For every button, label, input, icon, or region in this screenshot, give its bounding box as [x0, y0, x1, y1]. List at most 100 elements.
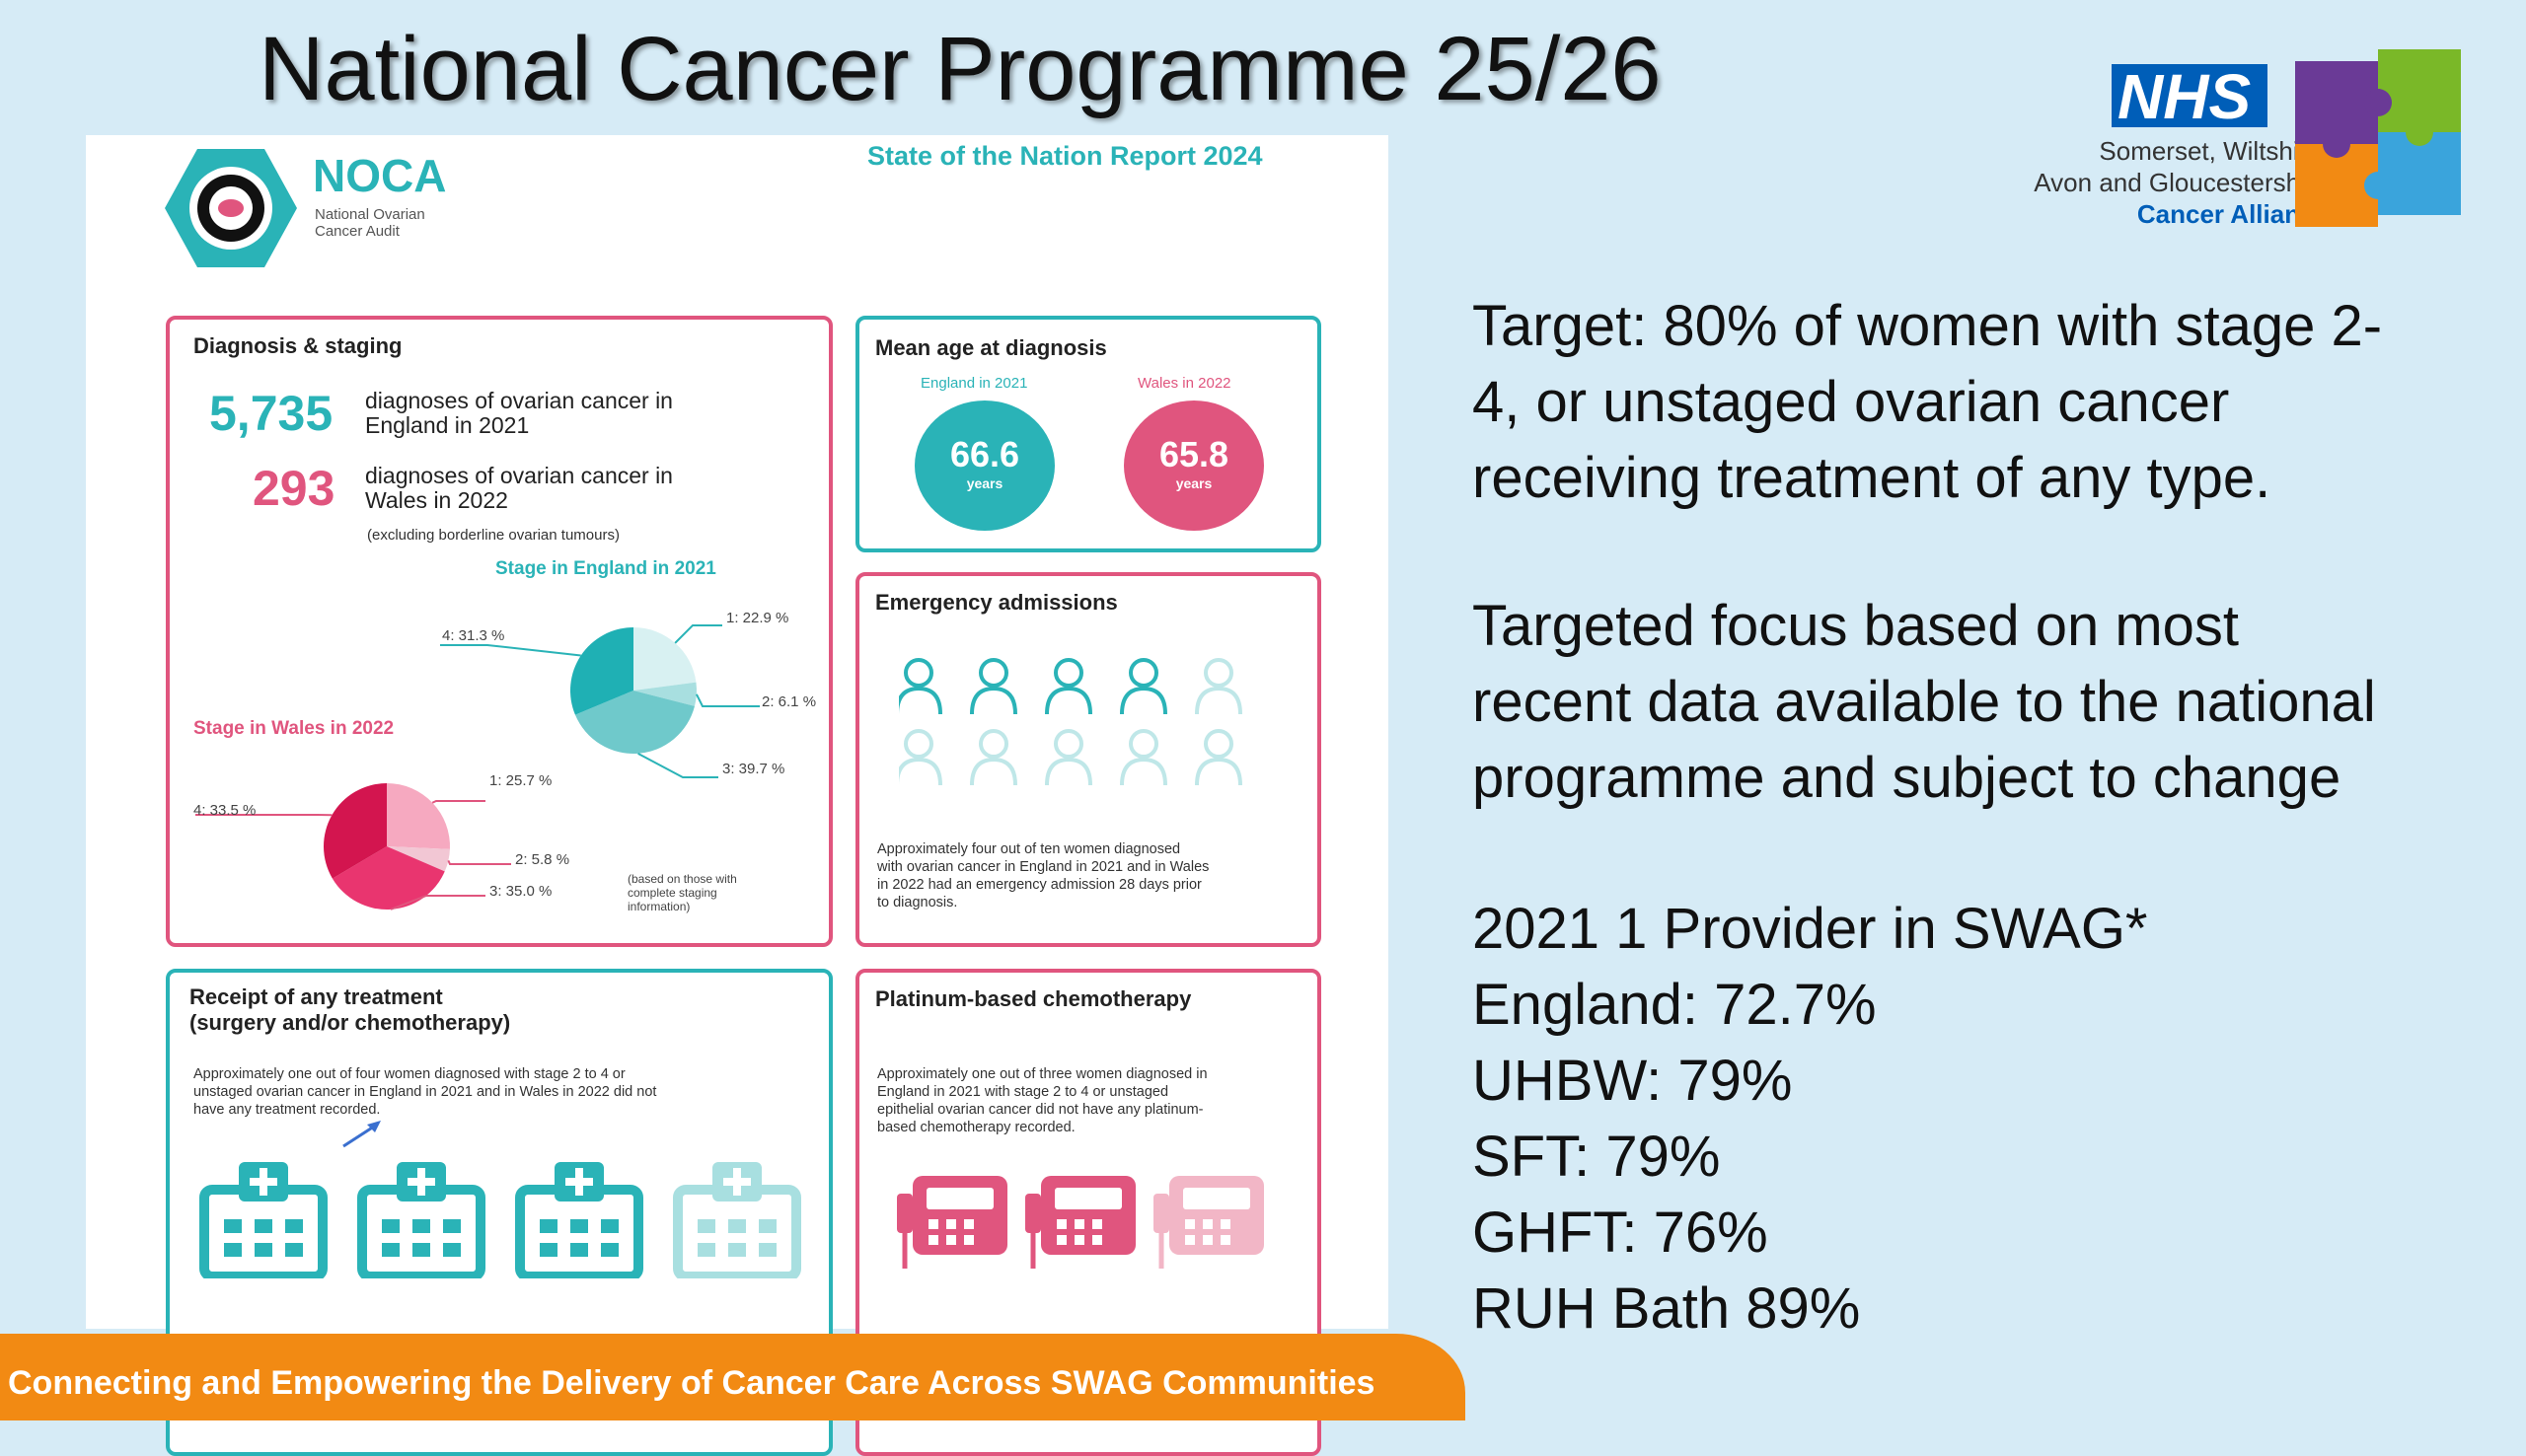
slide-title: National Cancer Programme 25/26 [259, 18, 1662, 121]
treatment-text-2: unstaged ovarian cancer in England in 20… [193, 1083, 656, 1101]
england-pie-leader-1 [675, 625, 722, 643]
england-pie-label-3: 3: 39.7 % [722, 761, 784, 777]
emergency-text-3: in 2022 had an emergency admission 28 da… [877, 876, 1209, 894]
chemo-icons [895, 1170, 1290, 1288]
alliance-name: Cancer Alliance [2034, 198, 2329, 230]
target-line-1: Target: 80% of women with stage 2- [1472, 288, 2382, 364]
arrow-icon [337, 1117, 387, 1152]
nhs-logo: NHS [2112, 64, 2267, 127]
noca-infographic: NOCA National Ovarian Cancer Audit State… [86, 135, 1388, 1329]
wales-age-circle: 65.8 years [1124, 400, 1264, 531]
focus-text: Targeted focus based on most recent data… [1472, 588, 2376, 816]
provider-text: 2021 1 Provider in SWAG* England: 72.7% … [1472, 891, 2148, 1347]
focus-line-2: recent data available to the national [1472, 664, 2376, 740]
wales-pie-label-2: 2: 5.8 % [515, 851, 569, 868]
infusion-pump-icon [1023, 1170, 1142, 1278]
report-title: State of the Nation Report 2024 [867, 141, 1263, 172]
noca-subtitle-1: National Ovarian [315, 206, 425, 223]
diagnosis-card: Diagnosis & staging 5,735 diagnoses of o… [166, 316, 833, 947]
wales-pie-slice-1 [387, 783, 450, 849]
target-line-2: 4, or unstaged ovarian cancer [1472, 364, 2382, 440]
emergency-card: Emergency admissions Approximately four … [855, 572, 1321, 947]
england-pie-label-1: 1: 22.9 % [726, 610, 788, 626]
wales-pie-label-3: 3: 35.0 % [489, 883, 552, 900]
platinum-text-2: England in 2021 with stage 2 to 4 or uns… [877, 1083, 1208, 1101]
person-icon-faded [1047, 731, 1090, 785]
wales-pie-leader-2 [448, 860, 511, 864]
person-icons [899, 655, 1294, 803]
staging-note-2: complete staging [628, 886, 737, 900]
provider-ghft: GHFT: 76% [1472, 1195, 2148, 1271]
emergency-text-2: with ovarian cancer in England in 2021 a… [877, 858, 1209, 876]
hospital-icon [515, 1160, 643, 1278]
wales-age-unit: years [1124, 475, 1264, 491]
alliance-line-2: Avon and Gloucestershire [2034, 167, 2329, 198]
person-icon [1047, 660, 1090, 714]
emergency-text-4: to diagnosis. [877, 894, 1209, 911]
person-icon-faded [1122, 731, 1165, 785]
target-line-3: receiving treatment of any type. [1472, 440, 2382, 516]
hospital-icon [357, 1160, 485, 1278]
england-pie-label-2: 2: 6.1 % [762, 693, 816, 710]
provider-uhbw: UHBW: 79% [1472, 1043, 2148, 1119]
england-age-circle: 66.6 years [915, 400, 1055, 531]
england-age-unit: years [915, 475, 1055, 491]
hospital-icon-faded [673, 1160, 801, 1278]
person-icon-faded [899, 731, 940, 785]
hospital-icons [199, 1160, 811, 1288]
platinum-title: Platinum-based chemotherapy [875, 986, 1191, 1012]
alliance-line-1: Somerset, Wiltshire, [2034, 135, 2329, 167]
focus-line-1: Targeted focus based on most [1472, 588, 2376, 664]
target-text: Target: 80% of women with stage 2- 4, or… [1472, 288, 2382, 516]
cancer-alliance-logo: NHS Somerset, Wiltshire, Avon and Glouce… [1924, 39, 2487, 256]
england-pie-label-4: 4: 31.3 % [442, 627, 504, 644]
wales-pie-label-4: 4: 33.5 % [193, 802, 256, 819]
treatment-text-3: have any treatment recorded. [193, 1101, 656, 1119]
england-age-label: England in 2021 [921, 375, 1027, 392]
hospital-icon [199, 1160, 328, 1278]
england-pie-leader-4 [440, 645, 581, 656]
platinum-text-1: Approximately one out of three women dia… [877, 1065, 1208, 1083]
infusion-pump-icon-faded [1152, 1170, 1270, 1278]
person-icon-faded [1197, 731, 1240, 785]
platinum-text-4: based chemotherapy recorded. [877, 1119, 1208, 1136]
mean-age-title: Mean age at diagnosis [875, 335, 1107, 361]
infusion-pump-icon [895, 1170, 1013, 1278]
provider-england: England: 72.7% [1472, 967, 2148, 1043]
person-icon [899, 660, 940, 714]
person-icon [1122, 660, 1165, 714]
treatment-text-1: Approximately one out of four women diag… [193, 1065, 656, 1083]
wales-age-value: 65.8 [1124, 434, 1264, 475]
wales-stage-pie: 1: 25.7 % 2: 5.8 % 3: 35.0 % 4: 33.5 % [193, 772, 569, 910]
wales-pie-label-1: 1: 25.7 % [489, 772, 552, 789]
provider-ruh-bath: RUH Bath 89% [1472, 1271, 2148, 1347]
england-age-value: 66.6 [915, 434, 1055, 475]
provider-heading: 2021 1 Provider in SWAG* [1472, 891, 2148, 967]
emergency-text-1: Approximately four out of ten women diag… [877, 840, 1209, 858]
england-pie-slice-1 [633, 627, 696, 691]
england-stage-pie: 1: 22.9 % 2: 6.1 % 3: 39.7 % 4: 31.3 % [440, 610, 816, 777]
wales-age-label: Wales in 2022 [1138, 375, 1231, 392]
person-icon [972, 660, 1015, 714]
noca-subtitle-2: Cancer Audit [315, 223, 425, 240]
mean-age-card: Mean age at diagnosis England in 2021 Wa… [855, 316, 1321, 552]
wales-pie-leader-1 [432, 801, 485, 803]
staging-note-1: (based on those with [628, 872, 737, 886]
emergency-title: Emergency admissions [875, 590, 1118, 616]
england-pie-leader-3 [638, 754, 718, 777]
treatment-title-2: (surgery and/or chemotherapy) [189, 1010, 510, 1036]
england-pie-leader-2 [697, 694, 760, 706]
puzzle-icon [2291, 39, 2489, 256]
noca-logo-icon [163, 147, 299, 269]
footer-banner: Connecting and Empowering the Delivery o… [0, 1334, 1465, 1420]
treatment-title-1: Receipt of any treatment [189, 984, 510, 1010]
person-icon-faded [972, 731, 1015, 785]
staging-note-3: information) [628, 900, 737, 913]
platinum-text-3: epithelial ovarian cancer did not have a… [877, 1101, 1208, 1119]
stage-pies: 1: 22.9 % 2: 6.1 % 3: 39.7 % 4: 31.3 % 1: 2… [170, 320, 829, 943]
provider-sft: SFT: 79% [1472, 1119, 2148, 1195]
focus-line-3: programme and subject to change [1472, 740, 2376, 816]
person-icon-faded [1197, 660, 1240, 714]
footer-text: Connecting and Empowering the Delivery o… [8, 1364, 1374, 1403]
noca-name: NOCA [313, 149, 446, 202]
